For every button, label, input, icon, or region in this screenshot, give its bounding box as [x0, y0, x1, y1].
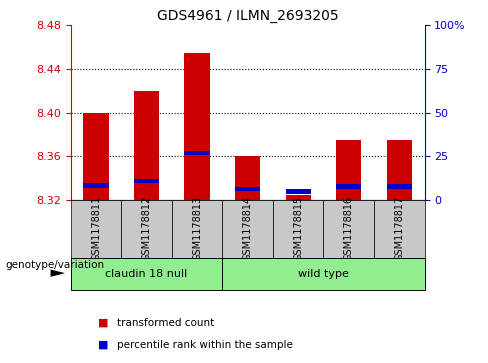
Bar	[336, 140, 362, 200]
Bar	[235, 156, 260, 200]
Title: GDS4961 / ILMN_2693205: GDS4961 / ILMN_2693205	[157, 9, 339, 23]
Text: percentile rank within the sample: percentile rank within the sample	[117, 340, 293, 350]
Bar	[386, 184, 412, 189]
Bar	[184, 151, 210, 155]
Bar	[83, 113, 109, 200]
Bar	[324, 200, 374, 258]
Bar	[184, 53, 210, 200]
Bar	[285, 195, 311, 200]
Bar	[336, 184, 362, 189]
Bar	[172, 200, 223, 258]
Text: GSM1178812: GSM1178812	[142, 196, 152, 261]
Text: claudin 18 null: claudin 18 null	[105, 269, 188, 279]
Text: GSM1178814: GSM1178814	[243, 196, 253, 261]
Bar	[134, 179, 159, 183]
Bar	[223, 258, 425, 290]
Bar	[83, 183, 109, 188]
Bar	[134, 91, 159, 200]
Polygon shape	[51, 269, 65, 277]
Text: GSM1178817: GSM1178817	[394, 196, 404, 261]
Bar	[223, 200, 273, 258]
Text: ■: ■	[98, 318, 108, 328]
Bar	[285, 189, 311, 194]
Bar	[273, 200, 324, 258]
Text: GSM1178816: GSM1178816	[344, 196, 354, 261]
Text: GSM1178815: GSM1178815	[293, 196, 303, 261]
Text: genotype/variation: genotype/variation	[5, 260, 104, 270]
Bar	[71, 200, 122, 258]
Bar	[235, 187, 260, 191]
Text: transformed count: transformed count	[117, 318, 214, 328]
Bar	[386, 140, 412, 200]
Bar	[71, 258, 223, 290]
Bar	[374, 200, 425, 258]
Text: ■: ■	[98, 340, 108, 350]
Text: GSM1178813: GSM1178813	[192, 196, 202, 261]
Bar	[122, 200, 172, 258]
Text: wild type: wild type	[298, 269, 349, 279]
Text: GSM1178811: GSM1178811	[91, 196, 101, 261]
